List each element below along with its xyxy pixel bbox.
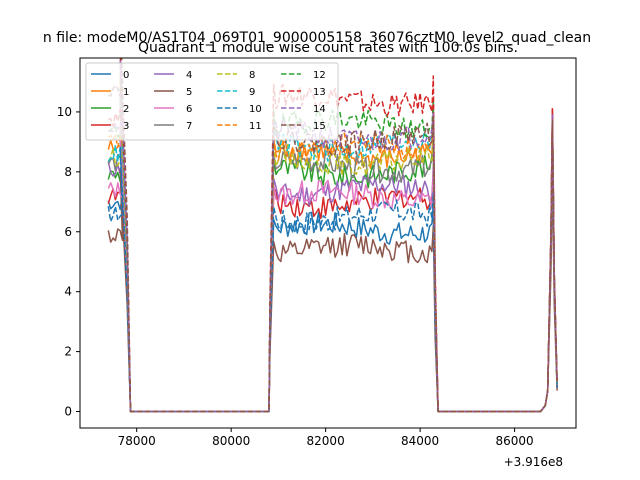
legend-label: 11 xyxy=(249,121,262,132)
legend-label: 8 xyxy=(249,70,255,81)
x-tick-label: 84000 xyxy=(401,434,439,448)
series-line-14 xyxy=(108,60,558,413)
series-line-5 xyxy=(107,168,558,413)
legend-label: 7 xyxy=(186,121,192,132)
legend-label: 13 xyxy=(313,87,326,98)
x-offset-label: +3.916e8 xyxy=(504,455,563,469)
legend-label: 10 xyxy=(249,104,262,115)
series-line-11 xyxy=(107,75,558,413)
series-line-15 xyxy=(108,58,558,413)
legend-box xyxy=(85,62,339,141)
series-line-6 xyxy=(107,123,558,413)
x-tick-label: 80000 xyxy=(212,434,250,448)
legend-label: 12 xyxy=(313,70,326,81)
axes-frame xyxy=(79,57,577,429)
y-tick-label: 0 xyxy=(64,405,72,419)
y-tick-label: 10 xyxy=(57,105,72,119)
y-axis: 0 2 4 6 8 10 xyxy=(57,105,80,419)
x-tick-label: 78000 xyxy=(118,434,156,448)
legend-label: 0 xyxy=(123,70,129,81)
suptitle: n file: modeM0/AS1T04_069T01_9000005158_… xyxy=(43,30,591,46)
legend-label: 1 xyxy=(123,87,129,98)
series-line-8 xyxy=(107,90,558,413)
x-tick-label: 82000 xyxy=(307,434,345,448)
series-line-0 xyxy=(107,111,558,413)
y-tick-label: 2 xyxy=(64,345,72,359)
plot-area xyxy=(79,57,577,429)
legend-label: 5 xyxy=(186,87,192,98)
series-layer xyxy=(107,58,558,413)
legend-label: 4 xyxy=(186,70,192,81)
x-axis: 78000 80000 82000 84000 86000 xyxy=(118,428,534,448)
series-line-2 xyxy=(107,108,558,413)
legend-label: 6 xyxy=(186,104,192,115)
y-tick-label: 6 xyxy=(64,225,72,239)
y-tick-label: 4 xyxy=(64,285,72,299)
y-tick-label: 8 xyxy=(64,165,72,179)
legend-label: 2 xyxy=(123,104,129,115)
chart-title: Quadrant 1 module wise count rates with … xyxy=(138,40,518,56)
x-tick-label: 86000 xyxy=(495,434,533,448)
series-line-3 xyxy=(107,108,558,413)
legend-label: 15 xyxy=(313,121,326,132)
series-line-9 xyxy=(107,87,558,413)
legend-label: 3 xyxy=(123,121,129,132)
legend-label: 14 xyxy=(313,104,326,115)
series-line-10 xyxy=(107,135,558,413)
legend-label: 9 xyxy=(249,87,255,98)
